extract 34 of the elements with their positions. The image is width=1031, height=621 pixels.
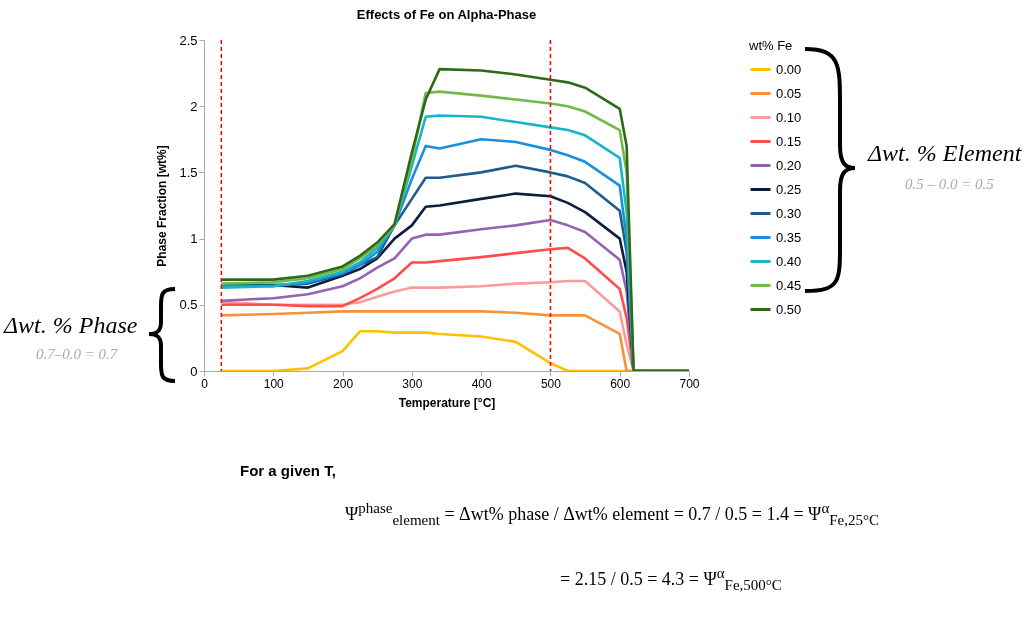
x-tick-label: 200	[333, 376, 354, 391]
y-tick-label: 1	[190, 231, 198, 247]
legend-label: 0.00	[776, 61, 802, 77]
x-tick-label: 400	[471, 376, 492, 391]
text: 0.7–0.0 = 0.7	[36, 346, 118, 363]
legend-label: 0.25	[776, 181, 802, 197]
chart-title: Effects of Fe on Alpha-Phase	[356, 7, 537, 22]
text: Δwt. % Phase	[4, 312, 138, 339]
legend-label: 0.50	[776, 301, 802, 317]
x-tick-label: 700	[679, 376, 700, 391]
legend-title: wt% Fe	[748, 38, 793, 53]
y-tick-label: 1.5	[179, 164, 198, 180]
legend-label: 0.10	[776, 109, 802, 125]
legend-label: 0.20	[776, 157, 802, 173]
text: Δwt. % Element	[868, 140, 1022, 167]
legend-label: 0.40	[776, 253, 802, 269]
legend-label: 0.05	[776, 85, 802, 101]
y-tick-label: 2	[190, 98, 198, 114]
legend-label: 0.35	[776, 229, 802, 245]
x-tick-label: 100	[263, 376, 285, 391]
x-tick-label: 300	[402, 376, 423, 391]
legend-label: 0.15	[776, 133, 802, 149]
y-axis-title: Phase Fraction [wt%]	[155, 145, 170, 267]
y-tick-label: 0	[190, 363, 198, 379]
text: 0.5 – 0.0 = 0.5	[905, 176, 994, 193]
x-tick-label: 0	[201, 376, 209, 391]
x-tick-label: 500	[540, 376, 562, 391]
text: For a given T,	[240, 462, 336, 479]
legend-label: 0.30	[776, 205, 802, 221]
x-axis-title: Temperature [°C]	[398, 395, 496, 410]
x-tick-label: 600	[610, 376, 631, 391]
y-tick-label: 2.5	[179, 32, 198, 48]
y-tick-label: 0.5	[179, 297, 198, 313]
legend-label: 0.45	[776, 277, 802, 293]
